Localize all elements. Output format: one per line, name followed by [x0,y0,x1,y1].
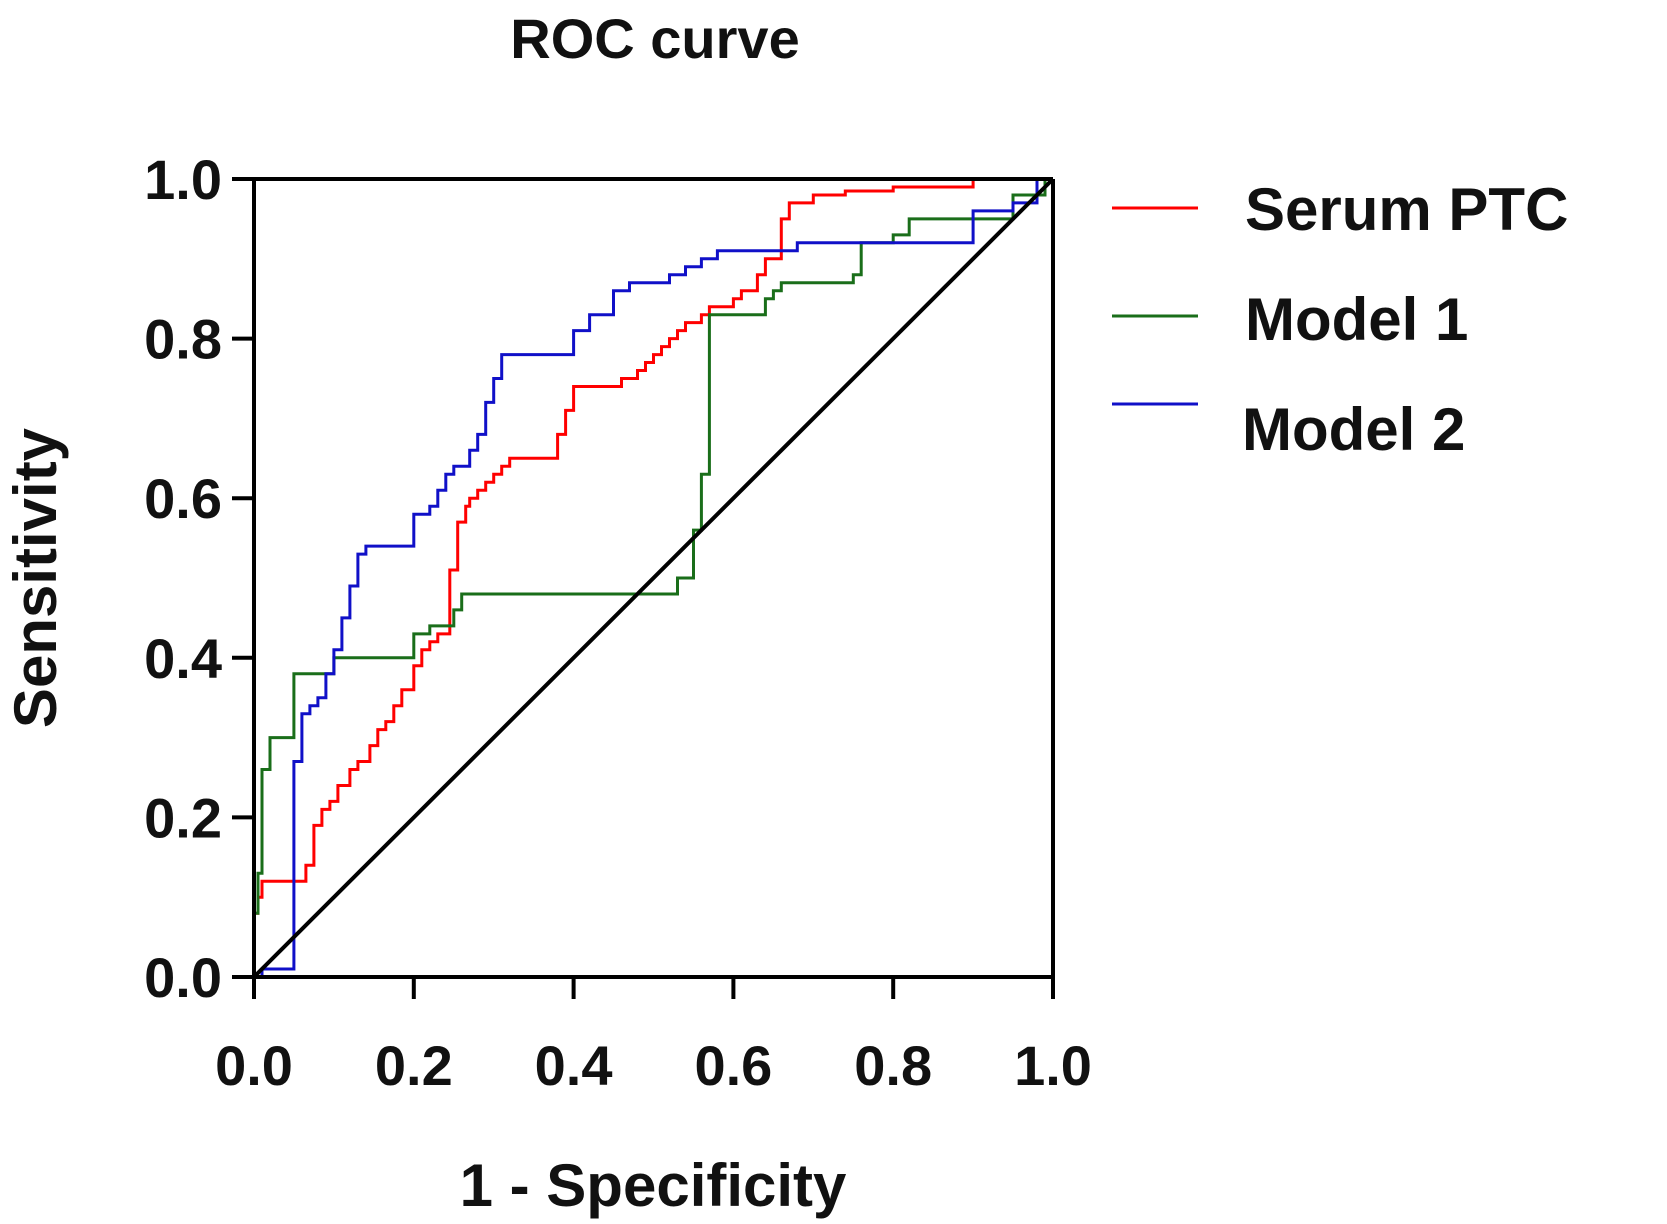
legend-item-model-1: Model 1 [1112,286,1468,353]
y-axis-label: Sensitivity [2,427,69,728]
y-tick-label: 0.2 [144,786,222,849]
y-tick-label: 0.6 [144,467,222,530]
x-tick-label: 1.0 [1014,1034,1092,1097]
x-axis-label: 1 - Specificity [460,1152,847,1219]
reference-diagonal-line [252,177,1055,979]
series-line-model-2 [254,177,1053,979]
chart-title: ROC curve [510,7,799,70]
legend-item-model-2: Model 2 [1112,396,1465,463]
axes-layer [252,177,1055,979]
x-tick-label: 0.0 [215,1034,293,1097]
x-tick-label: 0.8 [854,1034,932,1097]
y-tick-label: 0.0 [144,946,222,1009]
x-tick-label: 0.2 [375,1034,453,1097]
series-line-serum-ptc [252,177,1053,977]
x-tick-label: 0.6 [694,1034,772,1097]
x-tick-label: 0.4 [535,1034,613,1097]
legend-label-serum-ptc: Serum PTC [1245,176,1568,243]
legend-item-serum-ptc: Serum PTC [1112,176,1568,243]
ticks-layer: 0.0 0.2 0.4 0.6 0.8 1.0 0.0 0.2 0.4 0.6 0.8 1.0 [144,148,1092,1097]
y-tick-label: 1.0 [144,148,222,211]
y-tick-label: 0.8 [144,308,222,371]
legend: Serum PTC Model 1 Model 2 [1112,176,1568,463]
series-layer [252,177,1055,979]
legend-label-model-1: Model 1 [1245,286,1468,353]
y-tick-label: 0.4 [144,627,222,690]
legend-label-model-2: Model 2 [1242,396,1465,463]
series-line-model-1 [252,177,1053,977]
